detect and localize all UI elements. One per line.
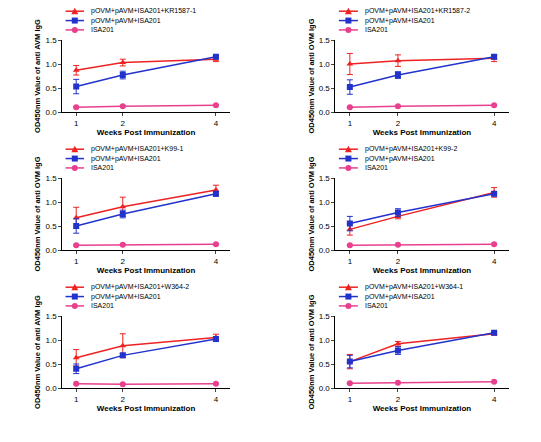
svg-text:pOVM+pAVM+ISA201+KR1587-1: pOVM+pAVM+ISA201+KR1587-1 [91, 7, 196, 15]
svg-text:1.0: 1.0 [319, 60, 331, 69]
svg-text:4: 4 [492, 257, 497, 266]
svg-text:2: 2 [396, 395, 401, 404]
svg-text:pOVM+pAVM+ISA201+K99-1: pOVM+pAVM+ISA201+K99-1 [91, 145, 183, 153]
svg-text:0.5: 0.5 [45, 84, 57, 93]
svg-text:0.5: 0.5 [319, 222, 331, 231]
svg-text:Weeks Post Immunization: Weeks Post Immunization [97, 128, 196, 137]
svg-text:pOVM+pAVM+ISA201+K99-2: pOVM+pAVM+ISA201+K99-2 [365, 145, 457, 153]
svg-text:1: 1 [74, 395, 79, 404]
svg-text:1: 1 [348, 257, 353, 266]
svg-text:ISA201: ISA201 [365, 26, 388, 33]
svg-text:ISA201: ISA201 [91, 26, 114, 33]
svg-text:OD450nm Value of anti OVM IgG: OD450nm Value of anti OVM IgG [307, 18, 316, 133]
svg-text:pOVM+pAVM+ISA201+W364-2: pOVM+pAVM+ISA201+W364-2 [91, 283, 189, 291]
svg-text:Weeks Post Immunization: Weeks Post Immunization [373, 128, 472, 137]
svg-text:4: 4 [214, 395, 219, 404]
svg-text:OD450nm Value of anti AVM IgG: OD450nm Value of anti AVM IgG [33, 295, 42, 409]
svg-text:1.0: 1.0 [45, 198, 57, 207]
svg-text:ISA201: ISA201 [365, 164, 388, 171]
svg-text:1.5: 1.5 [45, 312, 57, 321]
svg-text:Weeks Post Immunization: Weeks Post Immunization [97, 266, 196, 275]
svg-text:2: 2 [396, 257, 401, 266]
svg-text:2: 2 [121, 257, 126, 266]
svg-text:1.5: 1.5 [45, 174, 57, 183]
svg-text:0.0: 0.0 [319, 384, 331, 393]
svg-text:1.0: 1.0 [45, 60, 57, 69]
svg-text:pOVM+pAVM+ISA201+W364-1: pOVM+pAVM+ISA201+W364-1 [365, 283, 463, 291]
svg-text:pOVM+pAVM+ISA201: pOVM+pAVM+ISA201 [91, 17, 161, 25]
svg-text:0.0: 0.0 [45, 108, 57, 117]
svg-text:OD450nm Value of anti OVM IgG: OD450nm Value of anti OVM IgG [307, 156, 316, 271]
svg-text:4: 4 [214, 257, 219, 266]
svg-text:Weeks Post Immunization: Weeks Post Immunization [373, 266, 472, 275]
svg-text:0.0: 0.0 [319, 108, 331, 117]
svg-text:1.0: 1.0 [319, 336, 331, 345]
svg-text:2: 2 [121, 119, 126, 128]
svg-text:OD450nm Value of anti OVM IgG: OD450nm Value of anti OVM IgG [33, 156, 42, 271]
svg-text:0.0: 0.0 [45, 246, 57, 255]
svg-text:ISA201: ISA201 [365, 302, 388, 309]
svg-text:0.5: 0.5 [45, 222, 57, 231]
svg-text:pOVM+pAVM+ISA201: pOVM+pAVM+ISA201 [365, 155, 435, 163]
svg-text:OD450nm Value of anti AVM IgG: OD450nm Value of anti AVM IgG [33, 19, 42, 133]
svg-text:0.5: 0.5 [319, 84, 331, 93]
svg-text:pOVM+pAVM+ISA201: pOVM+pAVM+ISA201 [365, 17, 435, 25]
svg-text:4: 4 [492, 395, 497, 404]
svg-text:1.5: 1.5 [45, 36, 57, 45]
svg-text:1.5: 1.5 [319, 36, 331, 45]
svg-text:ISA201: ISA201 [91, 302, 114, 309]
svg-text:2: 2 [396, 119, 401, 128]
svg-text:0.5: 0.5 [45, 360, 57, 369]
svg-text:1: 1 [74, 257, 79, 266]
svg-text:1: 1 [348, 395, 353, 404]
svg-text:0.0: 0.0 [319, 246, 331, 255]
svg-text:ISA201: ISA201 [91, 164, 114, 171]
svg-text:pOVM+pAVM+ISA201: pOVM+pAVM+ISA201 [365, 293, 435, 301]
svg-text:2: 2 [121, 395, 126, 404]
svg-text:1.0: 1.0 [45, 336, 57, 345]
svg-text:pOVM+pAVM+ISA201: pOVM+pAVM+ISA201 [91, 293, 161, 301]
svg-text:1.0: 1.0 [319, 198, 331, 207]
svg-text:1: 1 [74, 119, 79, 128]
svg-text:pOVM+pAVM+ISA201: pOVM+pAVM+ISA201 [91, 155, 161, 163]
svg-text:0.0: 0.0 [45, 384, 57, 393]
svg-text:1.5: 1.5 [319, 174, 331, 183]
svg-text:4: 4 [492, 119, 497, 128]
svg-text:1: 1 [348, 119, 353, 128]
svg-text:Weeks Post Immunization: Weeks Post Immunization [97, 404, 196, 413]
svg-text:4: 4 [214, 119, 219, 128]
svg-text:Weeks Post Immunization: Weeks Post Immunization [373, 404, 472, 413]
svg-text:0.5: 0.5 [319, 360, 331, 369]
svg-text:1.5: 1.5 [319, 312, 331, 321]
svg-text:pOVM+pAVM+ISA201+KR1587-2: pOVM+pAVM+ISA201+KR1587-2 [365, 7, 470, 15]
svg-text:OD450nm Value of anti OVM IgG: OD450nm Value of anti OVM IgG [307, 294, 316, 409]
